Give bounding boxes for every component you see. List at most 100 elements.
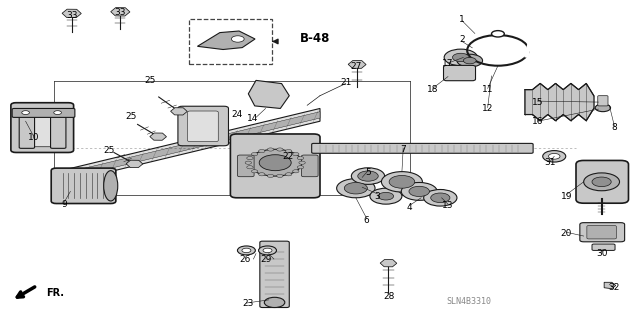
Polygon shape xyxy=(248,80,289,108)
FancyBboxPatch shape xyxy=(580,223,625,242)
Circle shape xyxy=(543,151,566,162)
FancyBboxPatch shape xyxy=(178,106,228,146)
FancyBboxPatch shape xyxy=(260,241,289,308)
Circle shape xyxy=(242,248,251,253)
Circle shape xyxy=(268,174,274,177)
Text: 14: 14 xyxy=(247,114,259,122)
Circle shape xyxy=(285,150,292,153)
Circle shape xyxy=(351,168,385,184)
Circle shape xyxy=(252,170,258,173)
Circle shape xyxy=(232,36,244,42)
Circle shape xyxy=(424,189,457,206)
Text: 24: 24 xyxy=(231,110,243,119)
Text: 23: 23 xyxy=(243,299,254,308)
Circle shape xyxy=(22,111,29,115)
Circle shape xyxy=(263,248,272,253)
Circle shape xyxy=(389,175,415,188)
FancyBboxPatch shape xyxy=(444,65,476,81)
Polygon shape xyxy=(604,282,616,289)
Text: 25: 25 xyxy=(103,146,115,155)
Circle shape xyxy=(237,246,255,255)
Text: 5: 5 xyxy=(365,168,371,177)
Text: 4: 4 xyxy=(407,203,412,212)
Text: 33: 33 xyxy=(115,8,126,17)
FancyBboxPatch shape xyxy=(11,103,74,152)
Text: 11: 11 xyxy=(482,85,493,94)
Circle shape xyxy=(276,148,283,151)
Circle shape xyxy=(595,104,611,112)
Circle shape xyxy=(492,31,504,37)
Text: 2: 2 xyxy=(460,35,465,44)
Circle shape xyxy=(297,166,303,169)
FancyBboxPatch shape xyxy=(592,244,615,250)
Text: 25: 25 xyxy=(125,112,136,121)
Circle shape xyxy=(264,297,285,308)
Text: B-48: B-48 xyxy=(300,32,330,45)
FancyBboxPatch shape xyxy=(237,155,254,177)
Polygon shape xyxy=(54,108,320,185)
Circle shape xyxy=(381,172,422,192)
Circle shape xyxy=(285,173,292,176)
FancyBboxPatch shape xyxy=(576,160,628,203)
Text: 26: 26 xyxy=(239,255,251,263)
Circle shape xyxy=(248,149,302,176)
Text: 7: 7 xyxy=(401,145,406,154)
Circle shape xyxy=(378,192,394,200)
Text: 29: 29 xyxy=(260,255,271,263)
Circle shape xyxy=(592,177,611,187)
Circle shape xyxy=(247,166,253,169)
Text: 28: 28 xyxy=(383,292,395,300)
Text: SLN4B3310: SLN4B3310 xyxy=(447,297,492,306)
Polygon shape xyxy=(525,84,594,121)
Circle shape xyxy=(245,161,252,164)
Circle shape xyxy=(54,111,61,115)
Circle shape xyxy=(297,157,303,160)
Text: 19: 19 xyxy=(561,192,572,201)
Circle shape xyxy=(259,246,276,255)
FancyBboxPatch shape xyxy=(51,168,116,204)
Text: 17: 17 xyxy=(442,59,454,68)
Text: 31: 31 xyxy=(545,158,556,167)
FancyBboxPatch shape xyxy=(19,115,35,148)
Circle shape xyxy=(268,148,274,151)
Circle shape xyxy=(276,174,283,177)
Text: 13: 13 xyxy=(442,201,454,210)
Circle shape xyxy=(259,173,265,176)
Circle shape xyxy=(463,57,476,64)
Circle shape xyxy=(337,179,375,198)
Circle shape xyxy=(584,173,620,191)
FancyBboxPatch shape xyxy=(51,115,66,148)
Text: 32: 32 xyxy=(609,283,620,292)
Circle shape xyxy=(358,171,378,181)
Circle shape xyxy=(444,49,477,66)
Ellipse shape xyxy=(104,171,118,201)
Circle shape xyxy=(457,54,483,67)
Text: 10: 10 xyxy=(28,133,39,142)
Text: 25: 25 xyxy=(144,76,156,85)
Text: 21: 21 xyxy=(340,78,351,87)
Text: 1: 1 xyxy=(460,15,465,24)
FancyBboxPatch shape xyxy=(312,143,533,153)
Text: 6: 6 xyxy=(364,216,369,225)
Polygon shape xyxy=(54,112,320,182)
Circle shape xyxy=(409,186,429,197)
Circle shape xyxy=(292,152,299,156)
Circle shape xyxy=(452,53,469,62)
FancyBboxPatch shape xyxy=(301,155,318,177)
Circle shape xyxy=(344,182,367,194)
Text: 9: 9 xyxy=(61,200,67,209)
Text: 16: 16 xyxy=(532,117,543,126)
Text: 18: 18 xyxy=(427,85,438,94)
Text: 8: 8 xyxy=(612,123,617,132)
Text: 33: 33 xyxy=(66,11,77,20)
Circle shape xyxy=(247,157,253,160)
Circle shape xyxy=(370,188,402,204)
Bar xyxy=(189,19,272,64)
Circle shape xyxy=(431,193,450,203)
Circle shape xyxy=(292,170,299,173)
Text: 30: 30 xyxy=(596,249,607,258)
FancyBboxPatch shape xyxy=(12,108,75,117)
Polygon shape xyxy=(197,31,255,49)
FancyBboxPatch shape xyxy=(188,111,218,142)
Circle shape xyxy=(401,182,437,200)
